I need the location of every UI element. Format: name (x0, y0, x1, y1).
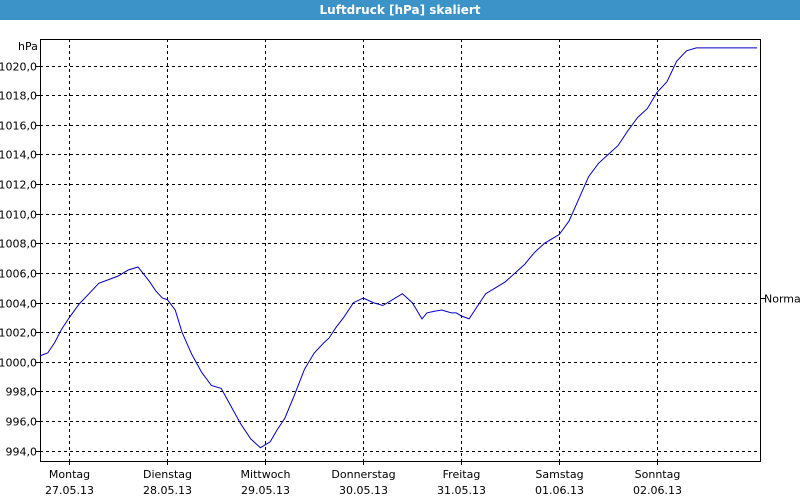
y-tick-label: 996,0 (6, 416, 38, 429)
x-axis: Montag 27.05.13 Dienstag 28.05.13 Mittwoch 29… (45, 461, 682, 497)
y-tick-label: 1014,0 (0, 149, 37, 162)
x-tick-date-label: 02.06.13 (633, 484, 682, 497)
y-tick-label: 1012,0 (0, 179, 37, 192)
grid (40, 39, 760, 461)
y-axis-label: hPa (18, 40, 38, 53)
x-tick-day-label: Samstag (535, 468, 583, 481)
x-tick-date-label: 29.05.13 (241, 484, 290, 497)
x-tick-day-label: Freitag (443, 468, 481, 481)
x-tick-date-label: 01.06.13 (535, 484, 584, 497)
y-tick-label: 1020,0 (0, 61, 37, 74)
y-tick-label: 1010,0 (0, 209, 37, 222)
y-tick-label: 1008,0 (0, 238, 37, 251)
x-tick-date-label: 31.05.13 (437, 484, 486, 497)
y-tick-label: 994,0 (6, 446, 38, 459)
pressure-series-line (39, 47, 758, 449)
x-tick-day-label: Mittwoch (241, 468, 291, 481)
pressure-chart: 994,0 996,0 998,0 1000,0 1002,0 1004,0 1006,0 1… (0, 39, 800, 497)
y-axis: 994,0 996,0 998,0 1000,0 1002,0 1004,0 1006,0 1… (0, 61, 40, 459)
y-tick-label: 1000,0 (0, 357, 37, 370)
y-tick-label: 1004,0 (0, 298, 37, 311)
y-tick-label: 998,0 (6, 386, 38, 399)
x-tick-date-label: 27.05.13 (45, 484, 94, 497)
normal-label: Normal (764, 293, 800, 306)
y-tick-label: 1016,0 (0, 120, 37, 133)
x-tick-day-label: Montag (49, 468, 90, 481)
x-tick-day-label: Sonntag (635, 468, 681, 481)
x-tick-day-label: Donnerstag (331, 468, 395, 481)
x-tick-day-label: Dienstag (143, 468, 192, 481)
x-tick-date-label: 30.05.13 (339, 484, 388, 497)
plot-area (40, 39, 761, 462)
normal-reference: Normal (761, 293, 800, 306)
chart-title: Luftdruck [hPa] skaliert (0, 0, 800, 20)
x-tick-date-label: 28.05.13 (143, 484, 192, 497)
y-tick-label: 1002,0 (0, 327, 37, 340)
y-tick-label: 1018,0 (0, 90, 37, 103)
y-tick-label: 1006,0 (0, 268, 37, 281)
